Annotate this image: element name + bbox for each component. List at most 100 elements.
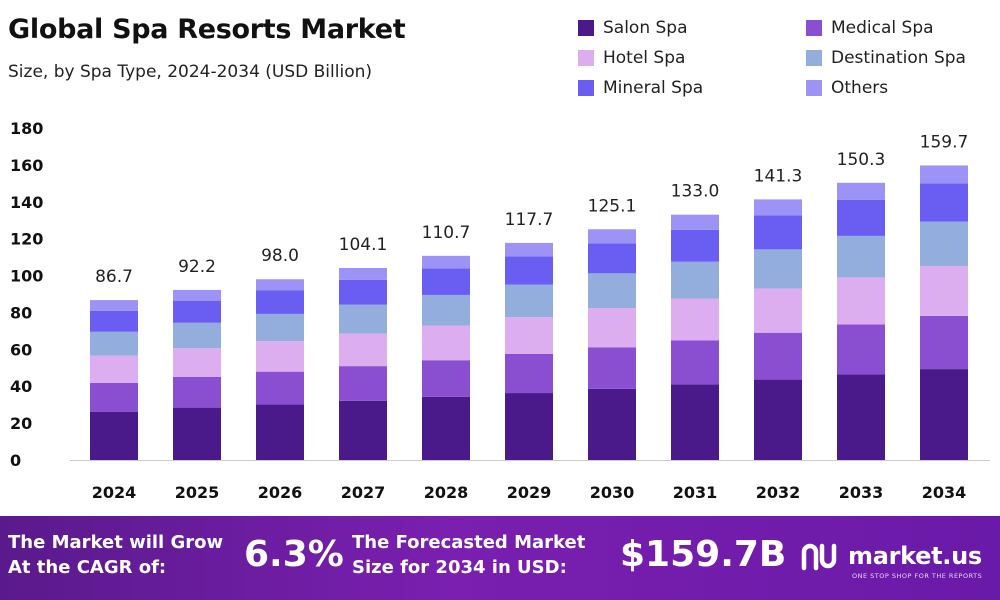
y-tick-label: 40 [10, 377, 32, 396]
bar-segment-hotel-spa [90, 355, 138, 383]
bar-segment-hotel-spa [256, 341, 304, 372]
bar-segment-destination-spa [339, 304, 387, 334]
x-tick-label: 2032 [756, 483, 801, 502]
y-tick-label: 80 [10, 303, 32, 322]
bar-segment-destination-spa [588, 273, 636, 309]
bar-segment-others [588, 229, 636, 244]
bar-total-label: 92.2 [178, 257, 216, 277]
x-tick-label: 2025 [175, 483, 220, 502]
bar-segment-salon-spa [90, 411, 138, 460]
bar-segment-salon-spa [837, 374, 885, 460]
y-tick-label: 140 [10, 193, 43, 212]
bar-segment-salon-spa [920, 369, 968, 460]
legend-item: Mineral Spa [578, 76, 806, 100]
bar-segment-mineral-spa [671, 229, 719, 262]
legend-swatch [806, 50, 822, 66]
legend-label: Medical Spa [831, 18, 934, 38]
x-tick-label: 2030 [590, 483, 635, 502]
bar-segment-medical-spa [422, 360, 470, 397]
bar-segment-mineral-spa [920, 183, 968, 222]
bar-segment-others [422, 255, 470, 269]
bar-segment-others [256, 279, 304, 291]
legend-swatch [806, 20, 822, 36]
bar-segment-mineral-spa [754, 215, 802, 250]
chart-subtitle: Size, by Spa Type, 2024-2034 (USD Billio… [8, 62, 373, 82]
legend-label: Salon Spa [603, 18, 688, 38]
y-tick-label: 120 [10, 230, 43, 249]
bar-segment-salon-spa [588, 388, 636, 460]
x-tick-label: 2026 [258, 483, 303, 502]
legend-item: Medical Spa [806, 16, 996, 40]
bar-segment-medical-spa [671, 340, 719, 385]
brand-logo: market.us [800, 538, 982, 574]
legend: Salon Spa Medical Spa Hotel Spa Destination… [578, 16, 998, 100]
market-us-logo-icon [801, 543, 837, 571]
legend-item: Destination Spa [806, 46, 996, 70]
bar-segment-destination-spa [505, 284, 553, 318]
y-tick-label: 160 [10, 156, 43, 175]
legend-swatch [578, 20, 594, 36]
bar-segment-medical-spa [837, 324, 885, 375]
x-tick-label: 2029 [507, 483, 552, 502]
legend-item: Hotel Spa [578, 46, 806, 70]
bar-total-label: 86.7 [95, 267, 133, 287]
bar-total-label: 117.7 [505, 210, 554, 230]
bar-segment-mineral-spa [256, 290, 304, 314]
bar-segment-medical-spa [588, 347, 636, 389]
logo-tagline: ONE STOP SHOP FOR THE REPORTS [852, 572, 983, 580]
stacked-bar-chart: 0 20 40 60 80 100 120 140 160 180 86.7 2024 92.2 2025… [10, 119, 990, 502]
bar-segment-hotel-spa [422, 325, 470, 361]
bar-segment-others [920, 165, 968, 184]
bar-segment-hotel-spa [920, 265, 968, 316]
bar-segment-others [173, 289, 221, 301]
bar-segment-salon-spa [256, 404, 304, 460]
bar-segment-mineral-spa [837, 199, 885, 236]
footer-banner: The Market will Grow At the CAGR of: 6.3… [0, 516, 1000, 600]
bar-segment-hotel-spa [339, 333, 387, 367]
legend-item: Salon Spa [578, 16, 806, 40]
cagr-label-line2: At the CAGR of: [8, 557, 167, 578]
bar-segment-salon-spa [754, 379, 802, 460]
bar-segment-destination-spa [173, 322, 221, 349]
x-tick-label: 2033 [839, 483, 884, 502]
cagr-label-line1: The Market will Grow [8, 532, 224, 553]
bar-segment-mineral-spa [339, 279, 387, 305]
forecast-value: $159.7B [620, 534, 787, 575]
legend-label: Others [831, 78, 889, 98]
bar-segment-others [90, 300, 138, 311]
bar-segment-others [505, 242, 553, 257]
bar-segment-mineral-spa [173, 300, 221, 323]
bar-segment-hotel-spa [754, 288, 802, 333]
x-tick-label: 2028 [424, 483, 469, 502]
cagr-value: 6.3% [244, 534, 344, 575]
bar-segment-medical-spa [505, 353, 553, 394]
bar-total-label: 104.1 [339, 235, 388, 255]
y-tick-label: 60 [10, 340, 32, 359]
bar-segment-destination-spa [90, 331, 138, 356]
bar-segment-salon-spa [505, 393, 553, 460]
bar-segment-medical-spa [754, 332, 802, 380]
bar-total-label: 159.7 [920, 132, 969, 152]
forecast-label-line1: The Forecasted Market [352, 532, 586, 553]
bar-segment-destination-spa [920, 221, 968, 266]
bar-segment-others [339, 267, 387, 280]
chart-title: Global Spa Resorts Market [8, 14, 406, 45]
bar-segment-hotel-spa [671, 298, 719, 341]
bar-segment-medical-spa [256, 371, 304, 405]
bar-segment-destination-spa [837, 235, 885, 278]
bar-segment-others [754, 199, 802, 216]
legend-swatch [578, 50, 594, 66]
bar-total-label: 110.7 [422, 223, 471, 243]
legend-label: Destination Spa [831, 48, 966, 68]
bar-segment-others [837, 182, 885, 200]
bar-segment-destination-spa [671, 261, 719, 299]
legend-swatch [578, 80, 594, 96]
x-tick-label: 2031 [673, 483, 718, 502]
legend-item: Others [806, 76, 996, 100]
y-tick-label: 180 [10, 119, 43, 138]
bar-segment-others [671, 214, 719, 230]
bar-segment-medical-spa [173, 377, 221, 408]
bar-segment-medical-spa [920, 315, 968, 370]
x-tick-label: 2034 [922, 483, 967, 502]
bar-total-label: 141.3 [754, 166, 803, 186]
